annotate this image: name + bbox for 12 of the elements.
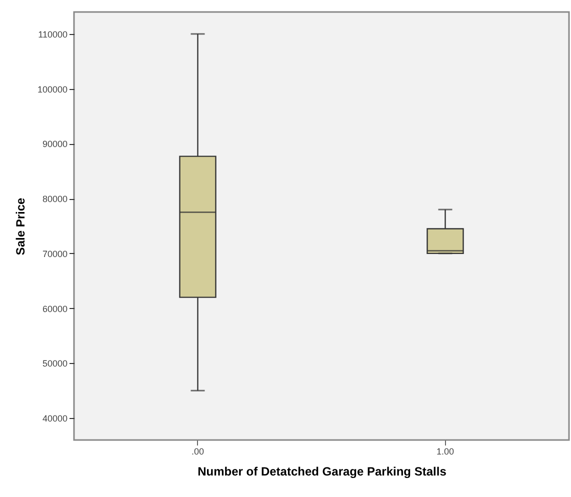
y-axis-title: Sale Price	[13, 197, 28, 256]
x-axis-title: Number of Detatched Garage Parking Stalls	[198, 464, 447, 478]
y-tick-label: 110000	[38, 29, 68, 40]
x-tick-label: .00	[191, 446, 204, 456]
y-tick-label: 90000	[42, 139, 68, 150]
y-tick-label: 100000	[37, 84, 68, 94]
y-tick-label: 80000	[42, 194, 68, 204]
x-tick-label: 1.00	[436, 446, 454, 456]
y-tick-label: 50000	[42, 358, 68, 369]
y-tick-label: 40000	[42, 414, 68, 424]
y-tick-label: 60000	[42, 304, 68, 314]
y-tick-label: 70000	[42, 248, 68, 259]
